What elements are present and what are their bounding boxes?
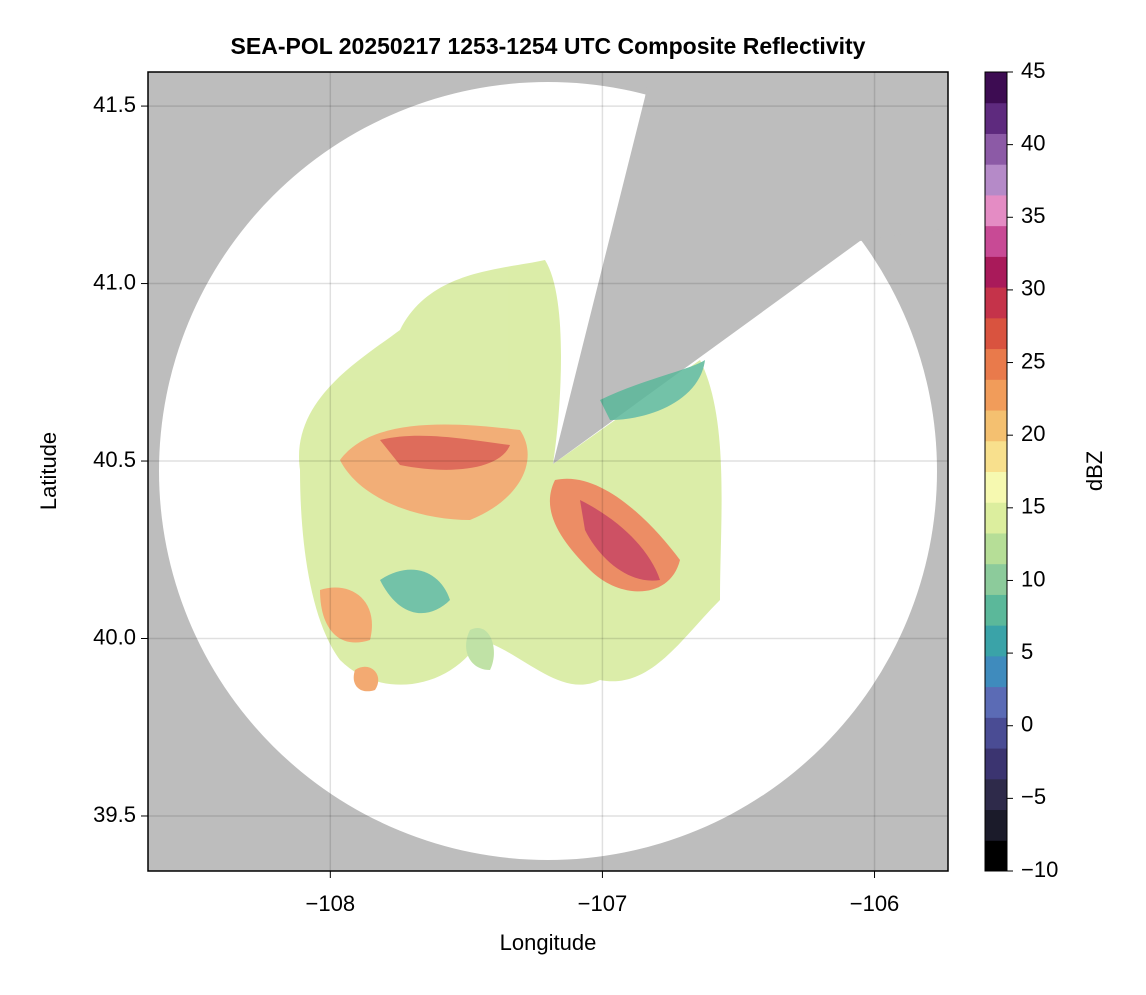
y-tick-label: 41.5 bbox=[93, 92, 136, 117]
x-axis-label: Longitude bbox=[500, 930, 597, 955]
colorbar-bin bbox=[985, 194, 1007, 227]
colorbar-bin bbox=[985, 410, 1007, 442]
colorbar-bin bbox=[985, 379, 1007, 411]
colorbar-bin bbox=[985, 471, 1007, 503]
colorbar-bin bbox=[985, 532, 1007, 565]
colorbar-frame bbox=[984, 71, 1008, 872]
radar-field bbox=[148, 72, 948, 871]
y-axis-label: Latitude bbox=[36, 432, 61, 510]
colorbar-tick-label: 30 bbox=[1021, 276, 1045, 301]
colorbar-tick-label: 25 bbox=[1021, 348, 1045, 373]
colorbar-bin bbox=[985, 502, 1007, 534]
colorbar-bin bbox=[985, 840, 1007, 872]
colorbar-bin bbox=[985, 164, 1007, 196]
colorbar-tick-label: 35 bbox=[1021, 203, 1045, 228]
colorbar-bin bbox=[985, 748, 1007, 780]
chart-title: SEA-POL 20250217 1253-1254 UTC Composite… bbox=[231, 33, 866, 59]
colorbar-tick-label: 45 bbox=[1021, 58, 1045, 83]
colorbar-bin bbox=[985, 102, 1007, 134]
x-tick-label: −108 bbox=[306, 891, 356, 916]
colorbar-bin bbox=[985, 256, 1007, 288]
colorbar-bin bbox=[985, 317, 1007, 350]
colorbar-bin bbox=[985, 717, 1007, 749]
colorbar-tick-label: 15 bbox=[1021, 494, 1045, 519]
blocked-sector bbox=[553, 72, 948, 464]
colorbar-tick-label: 10 bbox=[1021, 566, 1045, 591]
colorbar-bin bbox=[985, 287, 1007, 319]
colorbar-bin bbox=[985, 563, 1007, 595]
colorbar-tick-label: −10 bbox=[1021, 857, 1058, 882]
colorbar-tick-label: 0 bbox=[1021, 712, 1033, 737]
x-tick-label: −107 bbox=[578, 891, 628, 916]
y-tick-label: 40.5 bbox=[93, 447, 136, 472]
colorbar-label: dBZ bbox=[1082, 451, 1107, 491]
echoes bbox=[299, 260, 722, 692]
colorbar-tick-label: −5 bbox=[1021, 784, 1046, 809]
x-tick-label: −106 bbox=[850, 891, 900, 916]
colorbar-bin bbox=[985, 72, 1007, 104]
colorbar-bin bbox=[985, 440, 1007, 472]
y-tick-label: 41.0 bbox=[93, 269, 136, 294]
colorbar-bin bbox=[985, 655, 1007, 688]
colorbar-tick-label: 20 bbox=[1021, 421, 1045, 446]
colorbar-bin bbox=[985, 594, 1007, 626]
colorbar-tick-label: 5 bbox=[1021, 639, 1033, 664]
y-tick-label: 40.0 bbox=[93, 624, 136, 649]
colorbar-tick-label: 40 bbox=[1021, 130, 1045, 155]
colorbar-bin bbox=[985, 348, 1007, 380]
colorbar-bin bbox=[985, 686, 1007, 718]
plot-frame bbox=[147, 71, 949, 872]
colorbar-bin bbox=[985, 133, 1007, 165]
colorbar-bin bbox=[985, 225, 1007, 257]
colorbar-bin bbox=[985, 625, 1007, 657]
colorbar-bin bbox=[985, 809, 1007, 841]
y-tick-label: 39.5 bbox=[93, 802, 136, 827]
colorbar-bin bbox=[985, 778, 1007, 811]
